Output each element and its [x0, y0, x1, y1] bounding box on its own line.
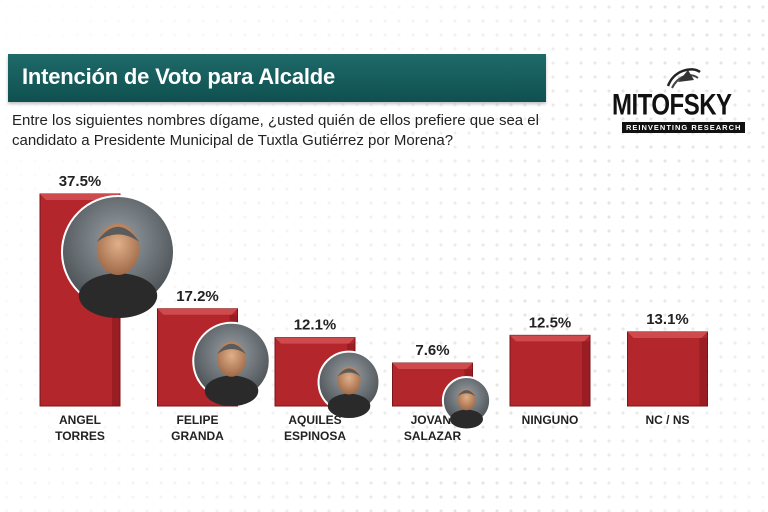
photo-face-1: [216, 341, 247, 377]
category-label-1: FELIPE GRANDA: [171, 413, 224, 443]
candidate-photo-1: [192, 321, 271, 407]
category-label-3: JOVANI SALAZAR: [404, 413, 462, 443]
logo-swirl-icon: [666, 68, 701, 89]
photo-shoulders-3: [449, 409, 484, 429]
photo-face-2: [337, 366, 361, 395]
candidate-photos-group: [61, 195, 492, 429]
bar-top-1: [157, 308, 238, 315]
candidate-photo-3: [441, 376, 492, 429]
value-label-5: 13.1%: [646, 311, 689, 328]
value-label-1: 17.2%: [176, 288, 219, 305]
category-label-5: NC / NS: [645, 413, 689, 427]
category-label-0: ANGEL TORRES: [55, 413, 105, 443]
photo-face-0: [96, 223, 140, 275]
value-label-4: 12.5%: [529, 314, 572, 331]
category-label-2: AQUILES ESPINOSA: [284, 413, 346, 443]
bar-5: [627, 331, 708, 407]
value-label-0: 37.5%: [59, 173, 102, 190]
photo-shoulders-0: [78, 273, 158, 319]
photo-hair-1: [216, 343, 247, 355]
photo-shoulders-1: [204, 375, 259, 407]
bar-top-4: [510, 335, 590, 342]
photo-hair-0: [96, 226, 140, 242]
logo-brand-text: MITOFSKY: [612, 88, 732, 122]
photo-shoulders-2: [327, 393, 371, 419]
bar-top-2: [275, 337, 355, 344]
logo-tagline: REINVENTING RESEARCH: [622, 122, 746, 133]
value-label-3: 7.6%: [415, 342, 449, 359]
value-label-2: 12.1%: [294, 317, 337, 334]
bar-shade-5: [699, 337, 708, 406]
title-banner: Intención de Voto para Alcalde: [8, 54, 546, 102]
mitofsky-logo: MITOFSKY REINVENTING RESEARCH: [612, 64, 760, 136]
bar-shade-4: [582, 341, 590, 406]
survey-question: Entre los siguientes nombres dígame, ¿us…: [12, 112, 539, 149]
bar-top-5: [627, 331, 708, 338]
bar-4: [509, 334, 591, 407]
candidate-photo-0: [61, 195, 175, 319]
candidate-photo-2: [317, 350, 381, 419]
chart-title: Intención de Voto para Alcalde: [22, 64, 336, 89]
bar-top-3: [392, 363, 473, 370]
photo-face-3: [457, 388, 476, 411]
labels-group: 37.5% ANGEL TORRES 17.2% FELIPE GRANDA 12.1% AQ…: [55, 173, 689, 443]
category-label-4: NINGUNO: [522, 413, 579, 427]
photo-hair-2: [337, 368, 361, 377]
photo-hair-3: [457, 390, 476, 397]
